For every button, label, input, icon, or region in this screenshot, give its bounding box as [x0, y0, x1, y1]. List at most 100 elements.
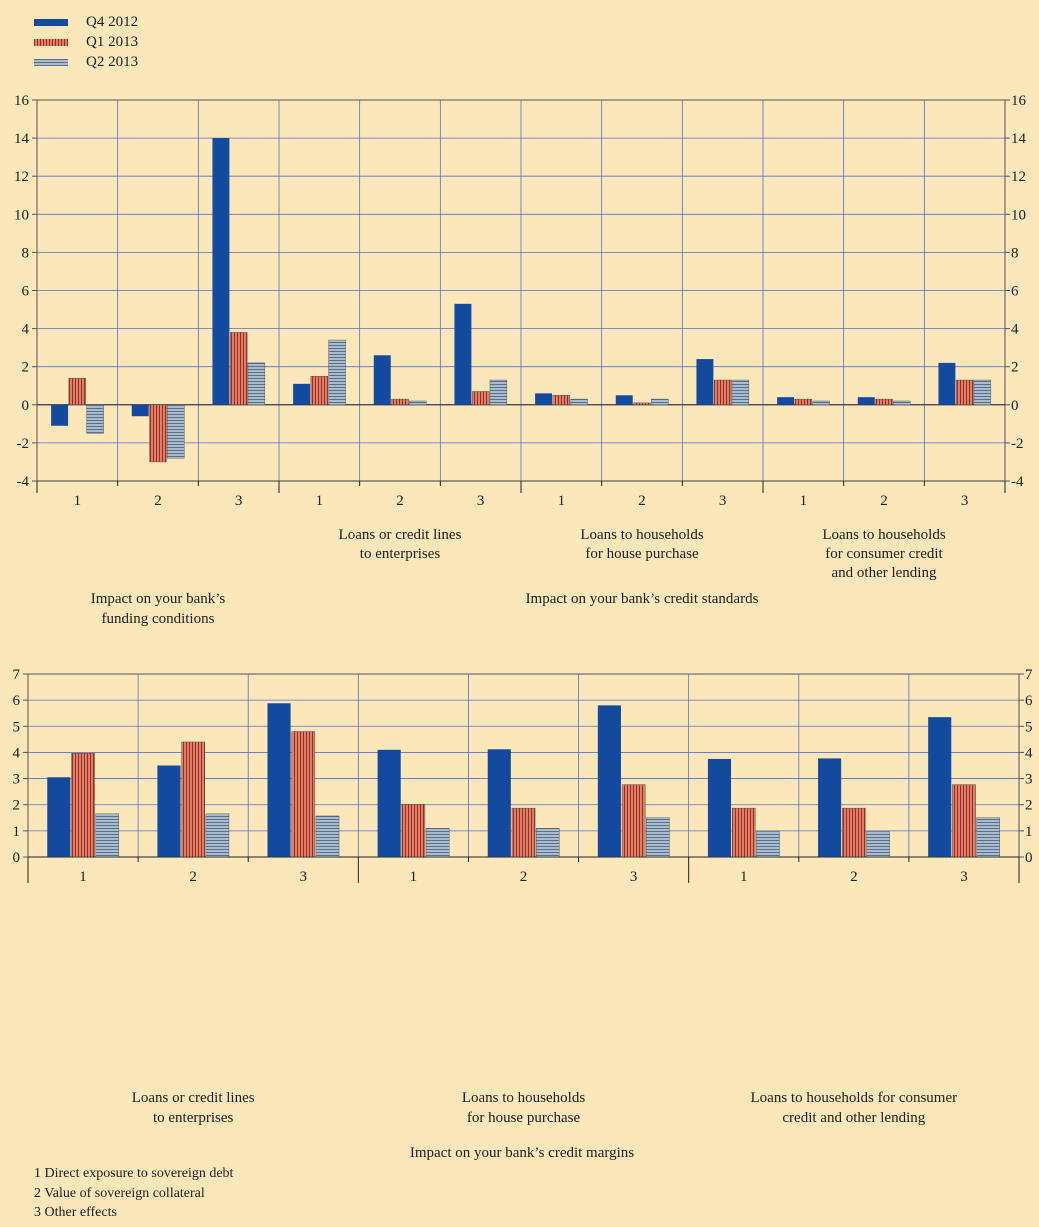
x-tick-label-11: 2: [880, 493, 888, 509]
bar-q4-2012-7: [535, 393, 553, 405]
y-tick-label-left: 10: [14, 207, 29, 223]
x-tick-label-7: 1: [558, 493, 566, 509]
bar-q1-2013-2: [181, 741, 205, 858]
bar-q1-2013-8: [842, 807, 866, 858]
bar-q2-2013-9: [976, 817, 1000, 858]
y-tick-label-right: 6: [1011, 284, 1019, 300]
y-tick-label-right: -4: [1011, 474, 1024, 490]
bar-q1-2013-5: [511, 807, 536, 858]
y-tick-label-right: -2: [1011, 436, 1024, 452]
x-tick-label-5: 2: [396, 493, 404, 509]
y-tick-label-left: 2: [13, 798, 21, 814]
bar-q2-2013-10: [812, 400, 830, 405]
x-tick-label-2: 2: [189, 869, 197, 885]
bar-q4-2012-5: [373, 355, 391, 405]
bar-q1-2013-12: [955, 379, 974, 406]
y-tick-label-right: 2: [1011, 360, 1019, 376]
group-label-2-line-1: Impact on your bank’s credit standards: [526, 591, 759, 607]
footnote-1: 1 Direct exposure to sovereign debt: [34, 1166, 234, 1181]
bar-q1-2013-2: [149, 404, 167, 463]
x-tick-label-6: 3: [630, 869, 638, 885]
group-label-bottom-3-line-1: Loans to households for consumer: [751, 1090, 958, 1106]
bar-q4-2012-4: [377, 749, 401, 857]
bar-q1-2013-7: [552, 395, 571, 405]
x-tick-label-3: 3: [235, 493, 243, 509]
bar-q4-2012-11: [857, 397, 875, 405]
bar-q1-2013-6: [471, 391, 490, 405]
y-tick-label-left: 3: [13, 772, 21, 788]
y-tick-label-right: 3: [1025, 772, 1033, 788]
y-tick-label-right: 6: [1025, 693, 1033, 709]
bar-q4-2012-5: [487, 749, 511, 857]
x-tick-label-9: 3: [960, 869, 968, 885]
bar-q1-2013-9: [952, 784, 976, 858]
bar-q1-2013-3: [229, 332, 248, 406]
bar-q1-2013-8: [633, 402, 651, 405]
bar-q4-2012-9: [928, 717, 952, 857]
chart-bottom: 0 0 1 1 2 2 3 3 4 4 5 5 6 6 7 7 1 2 3 1 2 3 1 2 3 Loans or credit…: [13, 667, 1034, 1161]
bar-q4-2012-9: [696, 359, 714, 405]
x-tick-label-2: 2: [154, 493, 162, 509]
footnote-3: 3 Other effects: [34, 1205, 117, 1220]
y-tick-label-left: 12: [14, 169, 29, 185]
bar-q2-2013-6: [646, 817, 670, 858]
group-label-1-line-2: funding conditions: [102, 611, 215, 627]
bar-q1-2013-10: [794, 398, 813, 405]
y-tick-label-left: 4: [22, 322, 30, 338]
x-tick-label-5: 2: [520, 869, 528, 885]
y-tick-label-right: 4: [1025, 745, 1033, 761]
y-tick-label-right: 5: [1025, 719, 1033, 735]
y-tick-label-left: 0: [13, 850, 21, 866]
bar-q4-2012-3: [267, 703, 291, 857]
group-label-bottom-3-line-2: credit and other lending: [782, 1110, 925, 1126]
bar-q1-2013-7: [731, 807, 756, 858]
legend-swatch-q1-2013: [34, 38, 68, 46]
x-tick-label-4: 1: [410, 869, 418, 885]
y-tick-label-left: 0: [22, 398, 30, 414]
legend-swatch-q4-2012: [34, 18, 68, 26]
subgroup-label-2-line-1: Loans to households: [580, 527, 703, 543]
bar-q1-2013-1: [68, 377, 87, 406]
bar-q4-2012-12: [938, 362, 956, 405]
bar-q1-2013-3: [291, 731, 316, 858]
x-tick-label-10: 1: [800, 493, 808, 509]
bar-q2-2013-2: [205, 813, 230, 858]
bar-q2-2013-1: [86, 404, 104, 434]
bar-q4-2012-2: [131, 404, 149, 417]
bar-q2-2013-6: [489, 379, 508, 406]
y-tick-label-right: 1: [1025, 824, 1033, 840]
bar-q4-2012-8: [615, 395, 633, 405]
y-tick-label-left: 6: [22, 284, 30, 300]
y-tick-label-right: 16: [1011, 93, 1027, 109]
x-tick-label-6: 3: [477, 493, 485, 509]
legend-item-q2-2013: Q2 2013: [34, 52, 138, 72]
legend: Q4 2012 Q1 2013 Q2 2013: [34, 12, 138, 72]
y-tick-label-left: 8: [22, 245, 30, 261]
bar-q2-2013-1: [95, 813, 120, 858]
legend-item-q1-2013: Q1 2013: [34, 32, 138, 52]
bar-q1-2013-1: [71, 753, 95, 858]
legend-label-q1-2013: Q1 2013: [86, 33, 139, 50]
legend-item-q4-2012: Q4 2012: [34, 12, 138, 32]
bar-q2-2013-3: [247, 362, 266, 406]
y-tick-label-right: 8: [1011, 245, 1019, 261]
x-axis-title-bottom: Impact on your bank’s credit margins: [410, 1145, 634, 1161]
legend-label-q4-2012: Q4 2012: [86, 13, 139, 30]
subgroup-label-3-line-2: for consumer credit: [825, 546, 943, 562]
group-label-1-line-1: Impact on your bank’s: [91, 591, 226, 607]
bar-q2-2013-8: [651, 398, 669, 405]
bar-q2-2013-7: [756, 831, 780, 858]
footnote-2: 2 Value of sovereign collateral: [34, 1185, 205, 1201]
y-tick-label-right: 12: [1011, 169, 1026, 185]
bar-q1-2013-6: [621, 784, 646, 858]
bar-q2-2013-8: [866, 831, 890, 858]
bar-q2-2013-11: [893, 400, 911, 405]
bar-q4-2012-6: [454, 303, 472, 405]
group-label-bottom-2-line-2: for house purchase: [467, 1110, 581, 1126]
bar-q4-2012-10: [777, 397, 795, 405]
group-label-bottom-1-line-2: to enterprises: [153, 1110, 234, 1126]
y-tick-label-left: 14: [14, 131, 30, 147]
y-tick-label-left: -2: [17, 436, 30, 452]
subgroup-label-1-line-1: Loans or credit lines: [339, 527, 462, 543]
y-tick-label-left: 7: [13, 667, 21, 683]
